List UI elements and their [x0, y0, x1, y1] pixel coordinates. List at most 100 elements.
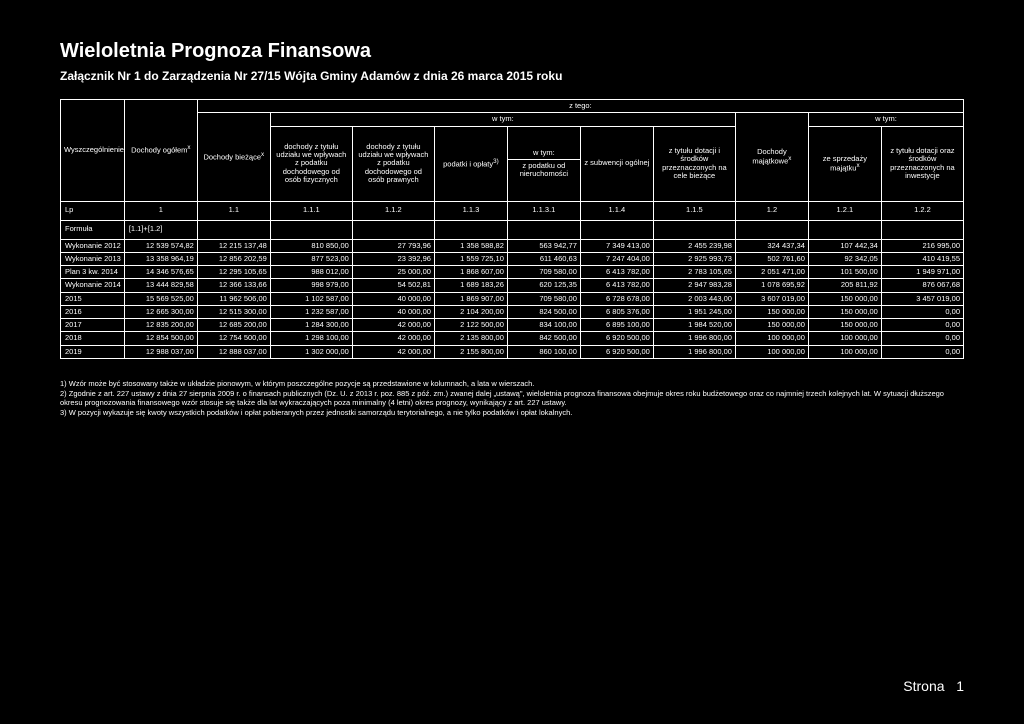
data-cell: 563 942,77 — [507, 239, 580, 252]
data-cell: 1 559 725,10 — [434, 252, 507, 265]
header-col6: z tytułu dotacji i środków przeznaczonyc… — [653, 126, 735, 201]
header-col5: z subwencji ogólnej — [580, 126, 653, 201]
data-cell: 876 067,68 — [881, 279, 963, 292]
data-cell: 860 100,00 — [507, 345, 580, 358]
code-cell: 1 — [124, 201, 197, 220]
header-w-tym-2: w tym: — [808, 113, 963, 126]
table-row: Wykonanie 201413 444 829,5812 366 133,66… — [61, 279, 964, 292]
data-cell: 0,00 — [881, 319, 963, 332]
data-cell: 107 442,34 — [808, 239, 881, 252]
header-col8: ze sprzedaży majątkux — [808, 126, 881, 201]
data-cell: 40 000,00 — [352, 292, 434, 305]
footnote-1: 1) Wzór może być stosowany także w układ… — [60, 379, 964, 389]
data-cell: 709 580,00 — [507, 292, 580, 305]
data-cell: 2 003 443,00 — [653, 292, 735, 305]
footnotes: 1) Wzór może być stosowany także w układ… — [60, 379, 964, 418]
table-row: 201612 665 300,0012 515 300,001 232 587,… — [61, 305, 964, 318]
data-cell: 0,00 — [881, 305, 963, 318]
data-cell: 324 437,34 — [735, 239, 808, 252]
data-cell: 1 298 100,00 — [270, 332, 352, 345]
data-cell: 0,00 — [881, 345, 963, 358]
data-cell: 54 502,81 — [352, 279, 434, 292]
data-cell: 100 000,00 — [735, 332, 808, 345]
code-cell: 1.2 — [735, 201, 808, 220]
data-cell: 1 949 971,00 — [881, 266, 963, 279]
data-cell: 824 500,00 — [507, 305, 580, 318]
document-page: Wieloletnia Prognoza Finansowa Załącznik… — [0, 0, 1024, 458]
lp-label: Lp — [61, 201, 125, 220]
data-cell: 6 895 100,00 — [580, 319, 653, 332]
data-cell: 23 392,96 — [352, 252, 434, 265]
formula-row: Formuła [1.1]+[1.2] — [61, 220, 964, 239]
code-cell: 1.1.3 — [434, 201, 507, 220]
data-cell: 2 122 500,00 — [434, 319, 507, 332]
data-cell: 1 358 588,82 — [434, 239, 507, 252]
data-cell: 100 000,00 — [735, 345, 808, 358]
data-cell: 6 413 782,00 — [580, 266, 653, 279]
data-cell: 100 000,00 — [808, 332, 881, 345]
data-cell: 42 000,00 — [352, 319, 434, 332]
header-wyszczegolnienie: Wyszczególnienie — [61, 100, 125, 202]
data-cell: 150 000,00 — [808, 292, 881, 305]
data-cell: 877 523,00 — [270, 252, 352, 265]
row-label: Wykonanie 2014 — [61, 279, 125, 292]
footnote-3: 3) W pozycji wykazuje się kwoty wszystki… — [60, 408, 964, 418]
data-cell: 11 962 506,00 — [197, 292, 270, 305]
data-cell: 1 868 607,00 — [434, 266, 507, 279]
data-cell: 2 155 800,00 — [434, 345, 507, 358]
row-label: Wykonanie 2013 — [61, 252, 125, 265]
table-row: 201812 854 500,0012 754 500,001 298 100,… — [61, 332, 964, 345]
data-cell: 709 580,00 — [507, 266, 580, 279]
code-cell: 1.1.2 — [352, 201, 434, 220]
data-cell: 7 247 404,00 — [580, 252, 653, 265]
header-dochody-majatkowe: Dochody majątkowex — [735, 113, 808, 201]
data-cell: 1 078 695,92 — [735, 279, 808, 292]
data-cell: 6 805 376,00 — [580, 305, 653, 318]
data-cell: 3 457 019,00 — [881, 292, 963, 305]
data-cell: 6 920 500,00 — [580, 332, 653, 345]
data-cell: 6 413 782,00 — [580, 279, 653, 292]
data-cell: 7 349 413,00 — [580, 239, 653, 252]
row-label: Wykonanie 2012 — [61, 239, 125, 252]
data-cell: 42 000,00 — [352, 345, 434, 358]
header-col2: dochody z tytułu udziału we wpływach z p… — [352, 126, 434, 201]
data-cell: 1 232 587,00 — [270, 305, 352, 318]
data-cell: 205 811,92 — [808, 279, 881, 292]
page-footer: Strona 1 — [903, 678, 964, 694]
data-cell: 216 995,00 — [881, 239, 963, 252]
page-title: Wieloletnia Prognoza Finansowa — [60, 40, 964, 63]
data-cell: 150 000,00 — [808, 319, 881, 332]
data-cell: 150 000,00 — [735, 305, 808, 318]
header-col4: w tym: z podatku od nieruchomości — [507, 126, 580, 201]
data-cell: 810 850,00 — [270, 239, 352, 252]
code-cell: 1.2.1 — [808, 201, 881, 220]
data-cell: 1 984 520,00 — [653, 319, 735, 332]
data-cell: 12 515 300,00 — [197, 305, 270, 318]
data-cell: 1 869 907,00 — [434, 292, 507, 305]
row-label: 2018 — [61, 332, 125, 345]
row-label: 2016 — [61, 305, 125, 318]
data-cell: 1 102 587,00 — [270, 292, 352, 305]
data-cell: 834 100,00 — [507, 319, 580, 332]
header-z-tego: z tego: — [197, 100, 963, 113]
data-cell: 6 728 678,00 — [580, 292, 653, 305]
data-cell: 2 925 993,73 — [653, 252, 735, 265]
data-cell: 620 125,35 — [507, 279, 580, 292]
formula-label: Formuła — [61, 220, 125, 239]
data-cell: 0,00 — [881, 332, 963, 345]
data-cell: 2 783 105,65 — [653, 266, 735, 279]
data-cell: 1 951 245,00 — [653, 305, 735, 318]
data-cell: 25 000,00 — [352, 266, 434, 279]
code-cell: 1.1 — [197, 201, 270, 220]
data-cell: 12 988 037,00 — [124, 345, 197, 358]
data-cell: 40 000,00 — [352, 305, 434, 318]
formula-val: [1.1]+[1.2] — [124, 220, 197, 239]
table-row: 201912 988 037,0012 888 037,001 302 000,… — [61, 345, 964, 358]
data-cell: 12 685 200,00 — [197, 319, 270, 332]
data-cell: 12 295 105,65 — [197, 266, 270, 279]
table-row: Wykonanie 201212 539 574,8212 215 137,48… — [61, 239, 964, 252]
data-cell: 611 460,63 — [507, 252, 580, 265]
header-col3: podatki i opłaty3) — [434, 126, 507, 201]
data-cell: 100 000,00 — [808, 345, 881, 358]
data-cell: 12 888 037,00 — [197, 345, 270, 358]
